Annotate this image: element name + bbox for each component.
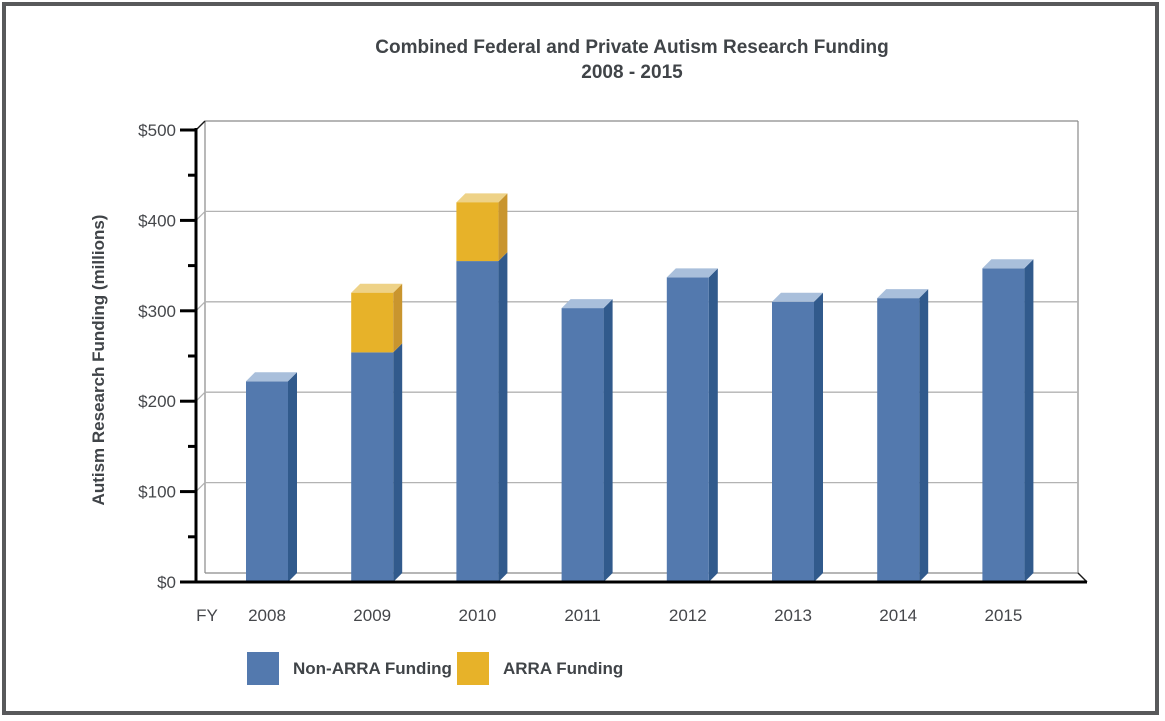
bar-face-front-non-arra <box>456 261 499 582</box>
bar-face-top-non-arra <box>246 372 297 382</box>
plot-layer: $0 $100 $200 $300 $400 $500 FY 2008 2009 2010 2011… <box>138 120 1088 625</box>
bar-face-front-arra <box>456 202 499 262</box>
bar-2014 <box>877 289 929 582</box>
bar-face-side-arra <box>393 283 403 353</box>
legend-label-arra: ARRA Funding <box>503 658 624 678</box>
bar-2012 <box>666 268 718 582</box>
bar-face-top-non-arra <box>666 268 718 278</box>
y-tick-label-200: $200 <box>138 392 176 411</box>
bar-face-top-non-arra <box>877 289 929 299</box>
bar-2009 <box>351 283 403 582</box>
bar-2010 <box>456 193 508 582</box>
chart-title: Combined Federal and Private Autism Rese… <box>375 37 888 58</box>
x-label-2014: 2014 <box>879 606 917 625</box>
bar-face-top-non-arra <box>982 259 1034 269</box>
bar-face-front-non-arra <box>351 352 394 582</box>
legend-item-non-arra: Non-ARRA Funding <box>247 652 452 685</box>
bar-face-side-non-arra <box>393 343 403 582</box>
x-label-2015: 2015 <box>984 606 1022 625</box>
bar-2013 <box>772 292 823 582</box>
bar-face-top-non-arra <box>772 292 823 302</box>
bar-face-side-non-arra <box>603 299 613 582</box>
legend-swatch-non-arra <box>247 652 279 685</box>
bar-face-top-non-arra <box>561 299 613 309</box>
bar-face-side-non-arra <box>708 268 718 582</box>
bar-face-side-arra <box>498 193 508 262</box>
x-axis-fy-label: FY <box>196 606 218 625</box>
bar-face-front-non-arra <box>561 308 604 582</box>
bar-face-side-non-arra <box>1024 259 1034 582</box>
bar-2011 <box>561 299 613 582</box>
x-label-2009: 2009 <box>353 606 391 625</box>
bar-face-side-non-arra <box>288 372 297 582</box>
bar-face-top-arra <box>456 193 508 203</box>
legend-swatch-arra <box>457 652 489 685</box>
bar-face-front-arra <box>351 292 394 353</box>
x-label-2008: 2008 <box>248 606 286 625</box>
y-tick-label-300: $300 <box>138 302 176 321</box>
bar-face-front-non-arra <box>246 381 288 582</box>
x-label-2011: 2011 <box>564 606 601 625</box>
bar-face-top-arra <box>351 283 403 293</box>
bar-face-front-non-arra <box>877 298 920 582</box>
x-label-2013: 2013 <box>774 606 812 625</box>
x-label-2010: 2010 <box>458 606 496 625</box>
legend-label-non-arra: Non-ARRA Funding <box>293 658 452 678</box>
y-tick-label-100: $100 <box>138 483 176 502</box>
bar-face-side-non-arra <box>919 289 929 582</box>
bar-face-front-non-arra <box>666 277 709 582</box>
x-label-2012: 2012 <box>669 606 707 625</box>
y-tick-label-400: $400 <box>138 211 176 230</box>
bar-face-front-non-arra <box>982 268 1025 582</box>
bar-face-front-non-arra <box>772 301 814 582</box>
y-tick-label-0: $0 <box>157 573 176 592</box>
bar-face-side-non-arra <box>498 252 508 582</box>
y-axis-title: Autism Research Funding (millions) <box>89 215 108 506</box>
y-tick-label-500: $500 <box>138 121 176 140</box>
bar-face-side-non-arra <box>814 292 823 582</box>
legend-item-arra: ARRA Funding <box>457 652 623 685</box>
chart-subtitle: 2008 - 2015 <box>581 62 683 83</box>
bar-2015 <box>982 259 1034 582</box>
bar-2008 <box>246 372 297 582</box>
